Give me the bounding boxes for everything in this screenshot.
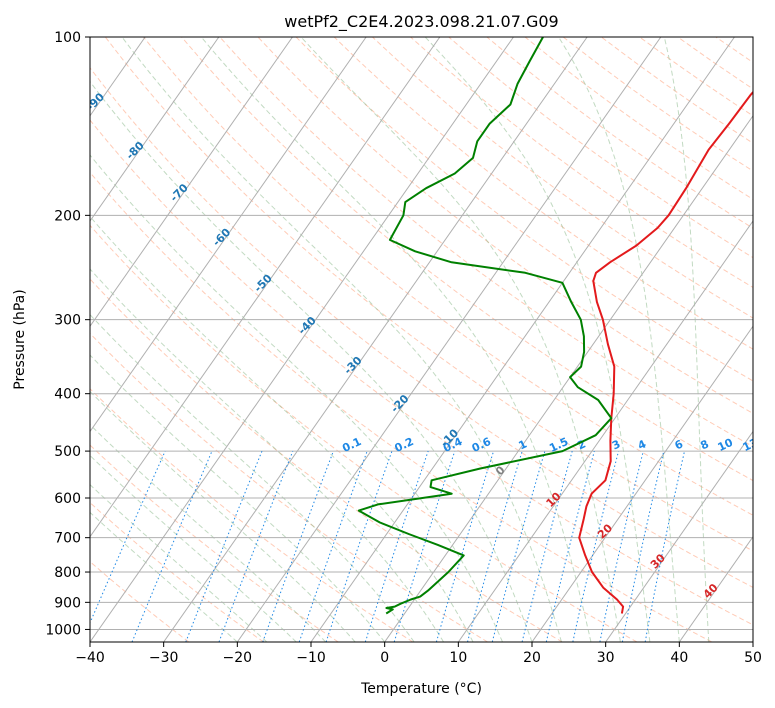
moist-adiabat	[90, 423, 327, 642]
dry-adiabat	[90, 278, 563, 642]
x-tick-label: −20	[223, 650, 253, 666]
mixing-ratio-line	[298, 450, 368, 642]
plot-frame	[89, 36, 754, 643]
axes: −40 −30 −20 −10 0 10 20 30 40 50 100 200 300 400 500 60…	[45, 30, 762, 666]
dry-adiabat	[219, 37, 753, 448]
isotherm-line	[90, 37, 441, 538]
isotherm-line	[90, 37, 367, 433]
x-tick-label: 50	[744, 650, 762, 666]
x-tick-label: −10	[296, 650, 326, 666]
x-axis-label: Temperature (°C)	[360, 681, 482, 697]
chart-title: wetPf2_C2E4.2023.098.21.07.G09	[284, 12, 558, 32]
mixing-ratio-line	[435, 450, 495, 642]
isotherm-line	[163, 37, 588, 642]
x-tick-label: 0	[380, 650, 389, 666]
x-tick-label: 30	[597, 650, 615, 666]
moist-adiabat	[200, 37, 592, 642]
moist-adiabat	[90, 268, 445, 642]
dry-adiabat	[90, 171, 712, 642]
moist-adiabat	[90, 454, 297, 642]
dry-adiabat	[143, 37, 753, 516]
moist-adiabat	[300, 37, 621, 642]
y-tick-label: 600	[54, 491, 81, 507]
profile-lines	[357, 37, 753, 615]
x-tick-label: 40	[670, 650, 688, 666]
isotherm-line	[531, 325, 753, 642]
x-tick-label: −40	[75, 650, 105, 666]
y-tick-label: 900	[54, 595, 81, 611]
y-tick-label: 300	[54, 313, 81, 329]
dry-adiabat	[372, 37, 753, 319]
isotherm-line	[310, 37, 735, 642]
mixing-ratio-label: 13	[741, 436, 760, 454]
moist-adiabat	[90, 511, 238, 642]
isotherm-line	[236, 37, 662, 642]
y-tick-label: 1000	[45, 622, 81, 638]
moist-adiabat	[90, 354, 386, 642]
y-tick-label: 200	[54, 208, 81, 224]
mixing-ratio-line	[218, 450, 294, 642]
mixing-ratio-line	[325, 450, 393, 642]
moist-adiabat	[558, 37, 680, 642]
background-lines	[90, 37, 753, 642]
temperature-profile	[578, 90, 753, 614]
isotherm-line	[678, 535, 753, 642]
mixing-ratio-line	[90, 450, 166, 625]
isotherm-line	[384, 114, 753, 642]
mixing-ratio-line	[262, 450, 334, 642]
dry-adiabat	[90, 119, 753, 626]
x-tick-label: 10	[449, 650, 467, 666]
y-tick-label: 400	[54, 387, 81, 403]
moist-adiabat	[90, 80, 533, 642]
moist-adiabat	[90, 215, 474, 642]
dry-adiabat	[333, 37, 753, 350]
mixing-ratio-line	[545, 450, 595, 642]
y-tick-label: 500	[54, 444, 81, 460]
isotherm-line	[605, 430, 753, 642]
y-tick-label: 100	[54, 30, 81, 46]
x-tick-label: 20	[523, 650, 541, 666]
dry-adiabat	[181, 37, 753, 482]
y-axis-label: Pressure (hPa)	[12, 289, 28, 389]
dewpoint-profile	[357, 37, 613, 615]
mixing-ratio-label: 10	[716, 436, 736, 454]
y-tick-label: 700	[54, 531, 81, 547]
moist-adiabat	[424, 37, 651, 642]
dry-adiabat	[90, 560, 190, 642]
moist-adiabat	[663, 37, 710, 642]
mixing-ratio-line	[467, 450, 523, 642]
overlay-labels: 0.10.20.40.611.52346810131620253036-100-…	[90, 90, 760, 601]
mixing-ratio-line	[572, 450, 620, 642]
dry-adiabat	[90, 67, 753, 588]
moist-adiabat	[121, 37, 562, 642]
mixing-ratio-line	[364, 450, 429, 642]
moist-adiabat	[90, 483, 268, 642]
x-tick-label: −30	[149, 650, 179, 666]
mixing-ratio-line	[131, 450, 213, 642]
mixing-ratio-line	[491, 450, 546, 642]
moist-adiabat	[90, 154, 503, 642]
mixing-ratio-line	[599, 450, 644, 642]
isotherm-line	[457, 220, 753, 642]
mixing-ratio-line	[185, 450, 263, 642]
mixing-ratio-line	[521, 450, 573, 642]
mixing-ratio-line	[393, 450, 456, 642]
isotherm-line	[90, 37, 220, 222]
y-tick-label: 800	[54, 565, 81, 581]
moist-adiabat	[90, 390, 356, 642]
isotherm-line	[90, 37, 514, 642]
dry-adiabat	[90, 332, 488, 642]
isotherm-line	[90, 37, 293, 328]
